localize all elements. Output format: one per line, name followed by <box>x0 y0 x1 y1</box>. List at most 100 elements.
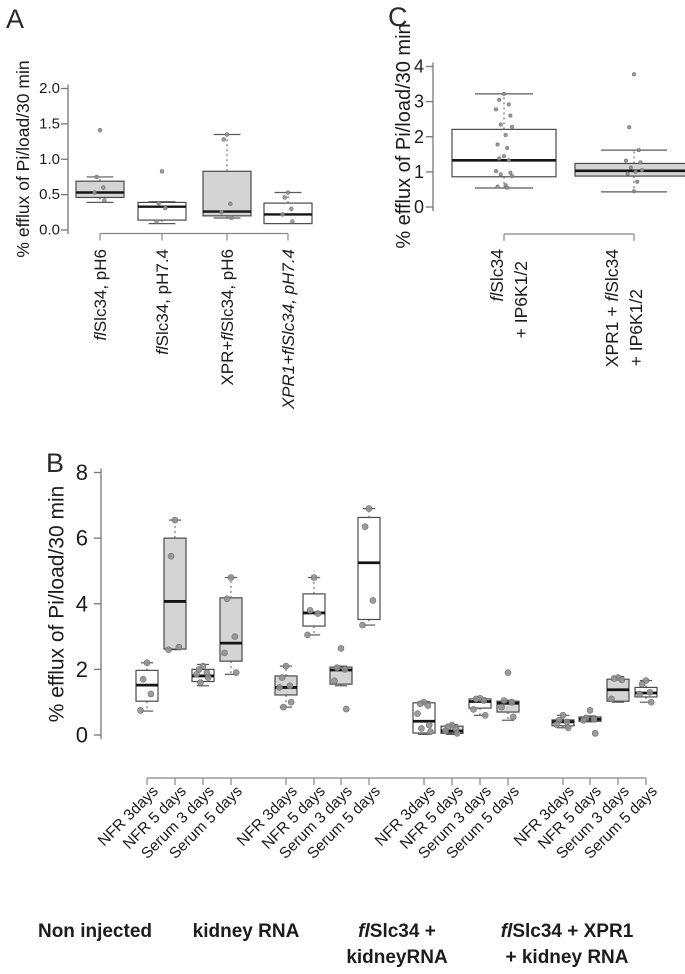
data-point <box>625 171 630 176</box>
data-point <box>92 190 97 195</box>
data-point <box>147 690 155 698</box>
data-point <box>280 212 285 217</box>
data-point <box>494 169 499 174</box>
data-point <box>638 160 643 165</box>
data-point <box>638 680 646 688</box>
data-point <box>223 595 231 603</box>
data-point <box>278 674 286 681</box>
data-point <box>497 156 502 161</box>
box-a-1 <box>137 201 187 221</box>
data-point <box>287 698 295 706</box>
data-point <box>289 206 294 211</box>
data-point <box>101 185 106 190</box>
y-tick-label: 0.5 <box>39 186 60 203</box>
data-point <box>171 516 179 524</box>
data-point <box>580 716 587 724</box>
data-point <box>139 675 147 683</box>
data-point <box>221 137 226 142</box>
data-point <box>197 679 204 686</box>
x-tick-label: + IP6K1/2 <box>626 289 646 366</box>
data-point <box>94 174 99 180</box>
data-point <box>635 179 640 184</box>
data-point <box>453 730 461 737</box>
data-point <box>498 172 503 177</box>
data-point <box>470 706 477 713</box>
data-point <box>167 552 175 560</box>
data-point <box>508 170 513 175</box>
data-point <box>341 666 349 673</box>
data-point <box>425 721 433 729</box>
data-point <box>314 610 322 617</box>
data-point <box>508 113 513 118</box>
data-point <box>165 646 172 653</box>
data-point <box>285 190 291 195</box>
x-tick-label: flSlc34, pH7.4 <box>153 249 172 355</box>
data-point <box>639 168 644 173</box>
box-b-3 <box>219 597 243 662</box>
panel-c-label: C <box>388 2 408 32</box>
data-point <box>290 219 295 224</box>
data-point <box>498 703 505 711</box>
y-tick-label: 2.0 <box>39 80 60 97</box>
data-point <box>586 707 594 714</box>
group-label: kidney RNA <box>193 921 300 942</box>
data-point <box>337 645 345 652</box>
box-b-5 <box>302 593 326 627</box>
data-point <box>143 659 151 667</box>
box-c-0 <box>451 128 557 178</box>
data-point <box>628 165 633 170</box>
y-tick-label: 3 <box>414 92 424 112</box>
y-tick-label: 4 <box>76 591 88 616</box>
y-tick-label: 2 <box>414 127 424 147</box>
panel-a-label: A <box>6 4 25 34</box>
data-point <box>495 184 500 189</box>
data-point <box>631 189 636 194</box>
data-point <box>365 505 373 512</box>
data-point <box>495 142 500 147</box>
data-point <box>224 132 230 137</box>
data-point <box>481 712 489 719</box>
data-point <box>282 195 287 200</box>
data-point <box>342 705 350 713</box>
data-point <box>505 145 510 150</box>
y-tick-label: 0 <box>414 197 424 217</box>
y-tick-label: 1.5 <box>39 115 60 132</box>
y-tick-label: 6 <box>76 526 88 551</box>
data-point <box>503 132 508 137</box>
data-point <box>472 695 480 703</box>
data-point <box>333 664 341 672</box>
data-point <box>646 689 654 696</box>
data-point <box>310 574 318 581</box>
box-b-1 <box>163 537 187 650</box>
x-tick-label: XPR1 + flSlc34 <box>602 249 622 367</box>
data-point <box>636 148 641 153</box>
data-point <box>361 523 369 530</box>
panel-b-label: B <box>46 448 65 478</box>
data-point <box>610 675 618 682</box>
data-point <box>418 725 425 732</box>
data-point <box>414 710 421 717</box>
data-point <box>510 174 515 179</box>
box-a-2 <box>202 170 252 217</box>
group-label: flSlc34 + <box>358 921 436 942</box>
x-tick-label: XPR1+flSlc34, pH7.4 <box>279 249 298 410</box>
data-point <box>480 697 488 704</box>
data-point <box>500 697 508 704</box>
data-point <box>219 210 224 215</box>
data-point <box>137 707 144 714</box>
data-point <box>506 102 511 107</box>
data-point <box>331 677 338 685</box>
data-point <box>633 169 638 174</box>
data-point <box>506 158 511 163</box>
x-tick-label: flSlc34, pH6 <box>91 249 110 341</box>
data-point <box>102 198 107 203</box>
data-point <box>494 107 499 112</box>
data-point <box>608 695 615 703</box>
x-tick-label: XPR+flSlc34, pH6 <box>218 249 237 386</box>
data-point <box>504 669 512 676</box>
data-point <box>154 219 159 224</box>
data-point <box>564 724 572 732</box>
data-point <box>221 649 228 657</box>
data-point <box>498 122 503 127</box>
